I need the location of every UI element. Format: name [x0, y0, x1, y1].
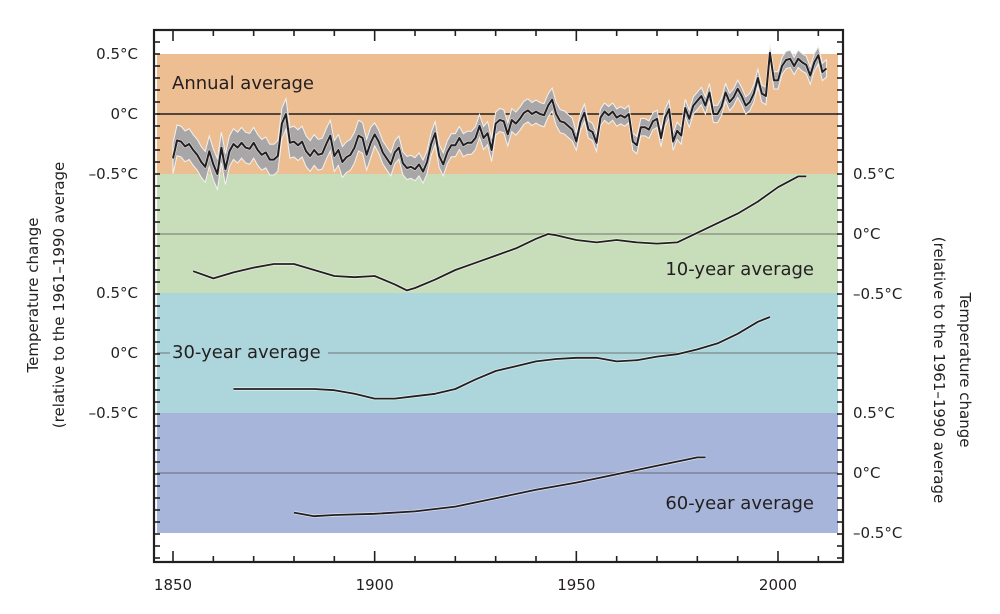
- y-tick-label-left: –0.5°C: [89, 404, 138, 422]
- label-60-year-average: 60-year average: [665, 493, 814, 514]
- y-tick-label-left: 0°C: [110, 105, 138, 123]
- y-tick-label-right: 0°C: [853, 225, 881, 243]
- series-line-30-year-average: [233, 316, 771, 400]
- label-30-year-background: [170, 342, 328, 362]
- label-30-year-average: 30-year average: [172, 342, 321, 363]
- y-tick-label-right: 0.5°C: [853, 404, 895, 422]
- y-tick-label-left: 0°C: [110, 344, 138, 362]
- left-axis-title-line-1: Temperature change: [24, 218, 42, 374]
- right-axis-title-line-1: Temperature change: [956, 292, 974, 448]
- x-tick-label: 1950: [557, 576, 595, 594]
- x-tick-label: 1850: [154, 576, 192, 594]
- right-axis-title: Temperature change (relative to the 1961…: [930, 237, 974, 503]
- plot-frame: [152, 28, 845, 564]
- label-30-year-average-group: 30-year average: [170, 342, 328, 363]
- axis-labels: 1850 1900 1950 2000 0.5°C 0°C –0.5°C 0.5°C 0°C –0…: [89, 45, 903, 594]
- series-line-60-year-average: [293, 456, 706, 518]
- y-tick-label-left: –0.5°C: [89, 165, 138, 183]
- series-line-10-year-average: [192, 175, 807, 292]
- series-lines: [171, 44, 828, 518]
- y-tick-label-right: 0°C: [853, 464, 881, 482]
- axis-ticks: [154, 30, 843, 562]
- plot-frame-rect: [152, 28, 845, 564]
- y-tick-label-left: 0.5°C: [96, 45, 138, 63]
- x-tick-label: 1900: [356, 576, 394, 594]
- right-axis-title-line-2: (relative to the 1961–1990 average: [930, 237, 948, 503]
- y-tick-label-left: 0.5°C: [96, 284, 138, 302]
- y-tick-label-right: –0.5°C: [853, 285, 902, 303]
- label-annual-average: Annual average: [172, 73, 314, 94]
- label-10-year-average: 10-year average: [665, 259, 814, 280]
- left-axis-title: Temperature change (relative to the 1961…: [24, 162, 68, 428]
- left-axis-title-line-2: (relative to the 1961–1990 average: [50, 162, 68, 428]
- series-line-annual-average: [172, 51, 828, 175]
- x-tick-label: 2000: [759, 576, 797, 594]
- y-tick-label-right: 0.5°C: [853, 165, 895, 183]
- y-tick-label-right: –0.5°C: [853, 524, 902, 542]
